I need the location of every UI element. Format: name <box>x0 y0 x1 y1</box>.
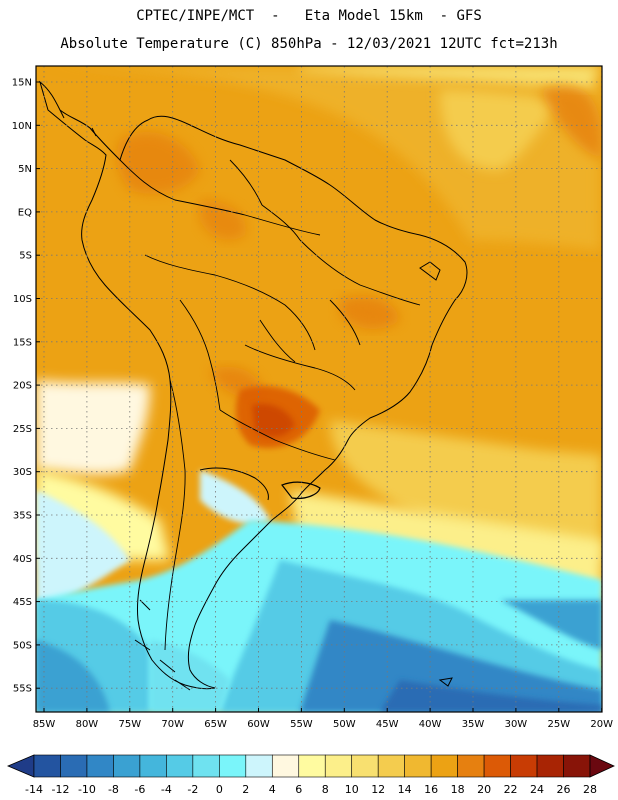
colorbar-tick-label: 18 <box>451 783 465 796</box>
lon-tick-label: 50W <box>333 719 356 730</box>
colorbar-tick-label: 16 <box>424 783 438 796</box>
colorbar-tick-label: 14 <box>398 783 412 796</box>
colorbar-box <box>351 754 379 778</box>
colorbar-box <box>113 754 141 778</box>
lon-tick-label: 85W <box>33 719 56 730</box>
colorbar-box <box>430 754 458 778</box>
lon-tick-label: 40W <box>419 719 442 730</box>
colorbar-box <box>219 754 247 778</box>
colorbar-box <box>192 754 220 778</box>
lat-tick-label: 50S <box>13 640 32 651</box>
colorbar-box <box>457 754 485 778</box>
colorbar-box <box>510 754 538 778</box>
lat-tick-label: EQ <box>18 207 32 218</box>
lon-tick-label: 75W <box>118 719 141 730</box>
longitude-labels: 85W 80W 75W 70W 65W 60W 55W 50W 45W 40W 35W 30W 25W 2… <box>33 708 613 730</box>
coastline <box>39 80 468 691</box>
temperature-field <box>36 66 602 712</box>
lon-tick-label: 30W <box>505 719 528 730</box>
colorbar-tick-label: -12 <box>51 783 69 796</box>
colorbar-tick-label: 10 <box>345 783 359 796</box>
lat-tick-label: 10S <box>13 294 32 305</box>
lat-tick-label: 15N <box>12 78 32 89</box>
colorbar-arrow-low <box>6 754 35 778</box>
colorbar-tick-label: 20 <box>477 783 491 796</box>
colorbar-tick-label: 6 <box>295 783 302 796</box>
colorbar-box <box>563 754 591 778</box>
lon-tick-label: 20W <box>590 719 613 730</box>
colorbar-tick-label: 28 <box>583 783 597 796</box>
colorbar-tick-label: -14 <box>25 783 43 796</box>
lon-tick-label: 35W <box>462 719 485 730</box>
lon-tick-label: 45W <box>376 719 399 730</box>
lat-tick-label: 35S <box>13 511 32 522</box>
colorbar-box <box>377 754 405 778</box>
colorbar-box <box>139 754 167 778</box>
lon-tick-label: 25W <box>547 719 570 730</box>
colorbar-box <box>298 754 326 778</box>
colorbar-box <box>271 754 300 778</box>
colorbar-tick-label: 8 <box>322 783 329 796</box>
colorbar-box <box>483 754 511 778</box>
colorbar-arrow-high <box>589 754 615 778</box>
lat-tick-label: 5S <box>19 251 32 262</box>
lat-tick-label: 10N <box>12 121 32 132</box>
colorbar-labels: -14 -12 -10 -8 -6 -4 -2 0 2 4 6 8 10 12 14 16 18 20 22 24 26… <box>25 783 597 796</box>
map-frame <box>35 65 603 713</box>
lat-tick-label: 15S <box>13 337 32 348</box>
colorbar-tick-label: 4 <box>269 783 276 796</box>
colorbar-tick-label: 2 <box>242 783 249 796</box>
colorbar-box <box>166 754 194 778</box>
lat-tick-label: 20S <box>13 381 32 392</box>
colorbar-tick-label: -2 <box>187 783 198 796</box>
lat-tick-label: 40S <box>13 554 32 565</box>
colorbar-box <box>86 754 114 778</box>
colorbar-tick-label: -10 <box>78 783 96 796</box>
colorbar-tick-label: 0 <box>216 783 223 796</box>
latitude-labels: 15N 10N 5N EQ 5S 10S 15S 20S 25S 30S 35S 40S 45S 50S 5… <box>12 78 40 695</box>
lat-tick-label: 55S <box>13 684 32 695</box>
colorbar-box <box>404 754 432 778</box>
colorbar-box <box>60 754 88 778</box>
lon-tick-label: 80W <box>76 719 99 730</box>
lon-tick-label: 70W <box>161 719 184 730</box>
colorbar-tick-label: -6 <box>134 783 145 796</box>
colorbar-tick-label: 26 <box>557 783 571 796</box>
colorbar-tick-label: 24 <box>530 783 544 796</box>
chart-title-line1: CPTEC/INPE/MCT - Eta Model 15km - GFS <box>136 8 482 24</box>
chart-title-line2: Absolute Temperature (C) 850hPa - 12/03/… <box>60 36 558 52</box>
colorbar-tick-label: -8 <box>108 783 119 796</box>
colorbar-box <box>536 754 564 778</box>
colorbar-tick-label: 12 <box>371 783 385 796</box>
lon-tick-label: 65W <box>204 719 227 730</box>
lat-tick-label: 25S <box>13 424 32 435</box>
colorbar-tick-label: -4 <box>161 783 172 796</box>
colorbar-box <box>33 754 61 778</box>
lat-tick-label: 5N <box>18 164 32 175</box>
colorbar <box>6 754 615 778</box>
lat-tick-label: 45S <box>13 597 32 608</box>
lon-tick-label: 60W <box>247 719 270 730</box>
lat-tick-label: 30S <box>13 467 32 478</box>
colorbar-box <box>245 754 273 778</box>
colorbar-tick-label: 22 <box>504 783 518 796</box>
lon-tick-label: 55W <box>290 719 313 730</box>
colorbar-box <box>324 754 353 778</box>
